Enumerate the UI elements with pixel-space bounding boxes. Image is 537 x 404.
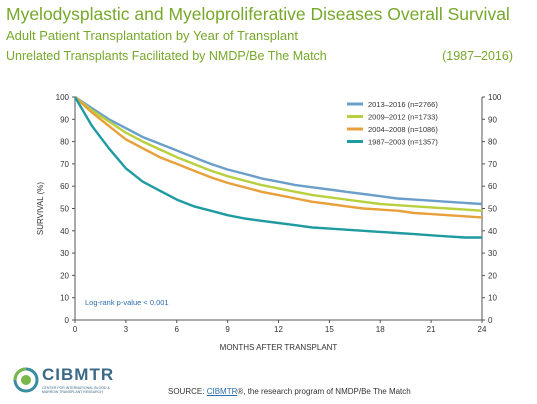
y-tick-label-right: 10 [488,294,497,303]
x-tick-label: 24 [478,325,487,334]
y-tick-label-right: 90 [488,115,497,124]
y-tick-label-right: 100 [488,93,502,102]
x-tick-label: 0 [73,325,78,334]
y-tick-label-left: 30 [60,249,69,258]
y-tick-label-left: 50 [60,205,69,214]
cibmtr-logo-icon [13,367,39,393]
y-tick-label-left: 0 [65,316,70,325]
x-tick-label: 3 [124,325,129,334]
y-tick-label-right: 50 [488,205,497,214]
x-tick-label: 9 [225,325,230,334]
y-tick-label-right: 80 [488,138,497,147]
series-line-1 [74,95,483,206]
x-tick-label: 15 [325,325,334,334]
y-tick-label-right: 20 [488,271,497,280]
source-rest: ®, the research program of NMDP/Be The M… [237,387,411,396]
legend-label-4: 1987–2003 (n=1357) [368,138,438,147]
y-tick-label-right: 70 [488,160,497,169]
chart-legend: 2013–2016 (n=2766) 2009–2012 (n=1733) 2004… [347,100,438,147]
y-tick-label-right: 60 [488,182,497,191]
series-line-2 [74,96,483,212]
y-tick-label-left: 60 [60,182,69,191]
source-label: SOURCE: [168,387,205,396]
pvalue-annotation: Log-rank p-value < 0.001 [85,298,169,307]
page-title: Myelodysplastic and Myeloproliferative D… [6,4,510,24]
x-tick-label: 12 [274,325,283,334]
legend-label-1: 2013–2016 (n=2766) [368,100,438,109]
page-subtitle-2: Unrelated Transplants Facilitated by NMD… [6,49,327,63]
x-tick-label: 18 [376,325,385,334]
logo-name: CIBMTR [42,365,115,384]
legend-label-3: 2004–2008 (n=1086) [368,125,438,134]
y-axis-label: SURVIVAL (%) [36,182,45,236]
y-tick-label-left: 100 [56,93,70,102]
x-tick-label: 21 [427,325,436,334]
y-tick-label-right: 0 [488,316,493,325]
period-label: (1987–2016) [442,49,513,63]
y-tick-label-left: 20 [60,271,69,280]
chart-series [73,95,483,239]
page-subtitle: Adult Patient Transplantation by Year of… [6,28,298,43]
x-axis-label: MONTHS AFTER TRANSPLANT [220,343,338,352]
x-tick-label: 6 [175,325,180,334]
y-tick-label-left: 70 [60,160,69,169]
series-line-4 [73,96,482,239]
logo-subtext: CENTER FOR INTERNATIONAL BLOOD & MARROW … [42,386,110,394]
y-tick-label-left: 80 [60,138,69,147]
legend-label-2: 2009–2012 (n=1733) [368,113,438,122]
y-tick-label-left: 90 [60,115,69,124]
source-link[interactable]: CIBMTR [206,387,238,396]
source-note: SOURCE: CIBMTR®, the research program of… [168,387,411,396]
y-tick-label-right: 40 [488,227,497,236]
y-tick-label-right: 30 [488,249,497,258]
y-tick-label-left: 10 [60,294,69,303]
y-tick-label-left: 40 [60,227,69,236]
series-line-3 [74,96,483,219]
